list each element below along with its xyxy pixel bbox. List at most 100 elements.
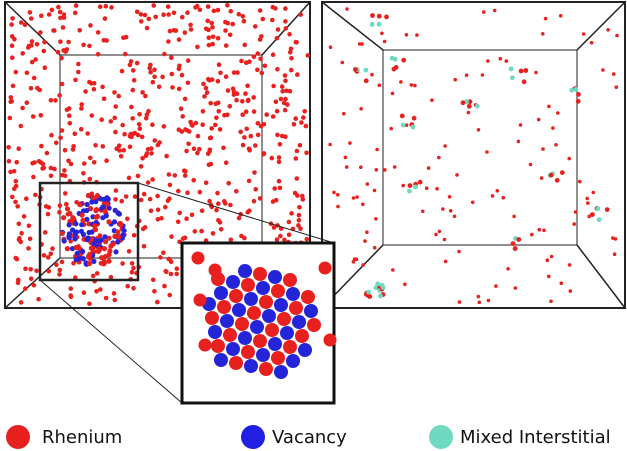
- vacancy: [262, 309, 276, 323]
- rhenium-atom: [251, 95, 256, 100]
- rhenium-atom: [274, 198, 279, 203]
- rhenium-atom: [359, 165, 363, 169]
- rhenium-atom: [41, 166, 46, 171]
- rhenium-atom: [517, 140, 521, 144]
- rhenium-atom: [162, 52, 167, 57]
- rhenium-atom: [49, 174, 54, 179]
- rhenium-atom: [125, 284, 130, 289]
- rhenium-atom: [253, 334, 267, 348]
- rhenium-atom: [365, 230, 369, 234]
- legend-swatch: [429, 425, 453, 449]
- rhenium-atom: [541, 32, 545, 36]
- rhenium-atom: [158, 255, 163, 260]
- vacancy: [65, 206, 70, 211]
- rhenium-atom: [177, 87, 182, 92]
- rhenium-atom: [135, 61, 140, 66]
- rhenium-atom: [87, 80, 92, 85]
- rhenium-atom: [299, 120, 304, 125]
- rhenium-atom: [297, 205, 302, 210]
- rhenium-atom: [36, 297, 41, 302]
- vacancy: [304, 304, 318, 318]
- rhenium-atom: [59, 56, 64, 61]
- vacancy: [214, 286, 228, 300]
- rhenium-atom: [344, 156, 348, 160]
- rhenium-atom: [125, 217, 130, 222]
- rhenium-atom: [408, 183, 413, 188]
- rhenium-atom: [155, 194, 160, 199]
- rhenium-atom: [185, 10, 190, 15]
- rhenium-atom: [270, 156, 275, 161]
- rhenium-atom: [195, 45, 200, 50]
- rhenium-atom: [76, 257, 81, 262]
- rhenium-atom: [207, 43, 212, 48]
- rhenium-atom: [169, 55, 174, 60]
- rhenium-atom: [18, 240, 23, 245]
- rhenium-atom: [210, 25, 215, 30]
- rhenium-atom: [297, 218, 302, 223]
- rhenium-atom: [68, 121, 73, 126]
- rhenium-atom: [92, 160, 97, 165]
- rhenium-atom: [559, 14, 563, 18]
- rhenium-atom: [280, 134, 285, 139]
- rhenium-atom: [9, 99, 14, 104]
- rhenium-atom: [95, 271, 100, 276]
- rhenium-atom: [218, 220, 223, 225]
- vacancy: [286, 354, 300, 368]
- mixed-interstitial: [596, 206, 601, 211]
- rhenium-atom: [61, 25, 66, 30]
- perspective-edge: [577, 245, 625, 308]
- rhenium-atom: [567, 157, 571, 161]
- right-simulation-box: [322, 2, 625, 308]
- rhenium-atom: [283, 19, 288, 24]
- vacancy: [101, 197, 106, 202]
- rhenium-atom: [438, 230, 442, 234]
- rhenium-atom: [554, 143, 558, 147]
- rhenium-atom: [443, 144, 447, 148]
- rhenium-atom: [81, 43, 86, 48]
- rhenium-atom: [280, 89, 285, 94]
- rhenium-atom: [307, 318, 321, 332]
- rhenium-atom: [98, 287, 103, 292]
- rhenium-atom: [194, 121, 199, 126]
- vacancy: [103, 239, 108, 244]
- rhenium-atom: [50, 246, 55, 251]
- rhenium-atom: [576, 92, 581, 97]
- rhenium-atom: [449, 209, 453, 213]
- rhenium-atom: [10, 43, 15, 48]
- rhenium-atom: [375, 148, 379, 152]
- rhenium-atom: [150, 177, 155, 182]
- rhenium-atom: [90, 113, 95, 118]
- rhenium-atom: [253, 143, 258, 148]
- rhenium-atom: [195, 4, 200, 9]
- rhenium-atom: [168, 183, 173, 188]
- rhenium-atom: [22, 214, 27, 219]
- rhenium-atom: [132, 78, 137, 83]
- rhenium-atom: [582, 32, 586, 36]
- rhenium-atom: [133, 131, 138, 136]
- rhenium-atom: [204, 86, 209, 91]
- rhenium-atom: [295, 176, 300, 181]
- mixed-interstitial: [381, 285, 386, 290]
- figure: Rhenium Vacancy Mixed Interstitial: [0, 0, 627, 451]
- vacancy: [101, 261, 106, 266]
- rhenium-atom: [31, 175, 36, 180]
- rhenium-atom: [28, 267, 33, 272]
- mixed-interstitial: [407, 189, 412, 194]
- rhenium-atom: [167, 172, 172, 177]
- rhenium-atom: [127, 249, 132, 254]
- rhenium-atom: [289, 301, 303, 315]
- rhenium-atom: [249, 134, 254, 139]
- rhenium-atom: [336, 205, 340, 209]
- rhenium-atom: [205, 90, 210, 95]
- rhenium-atom: [143, 13, 148, 18]
- rhenium-atom: [54, 141, 59, 146]
- rhenium-atom: [226, 181, 231, 186]
- zoom-line: [40, 280, 182, 403]
- rhenium-atom: [149, 151, 154, 156]
- rhenium-atom: [493, 9, 497, 13]
- vacancy: [70, 215, 75, 220]
- rhenium-atom: [148, 70, 153, 75]
- rhenium-atom: [512, 215, 516, 219]
- rhenium-atom: [131, 266, 136, 271]
- rhenium-atom: [253, 187, 258, 192]
